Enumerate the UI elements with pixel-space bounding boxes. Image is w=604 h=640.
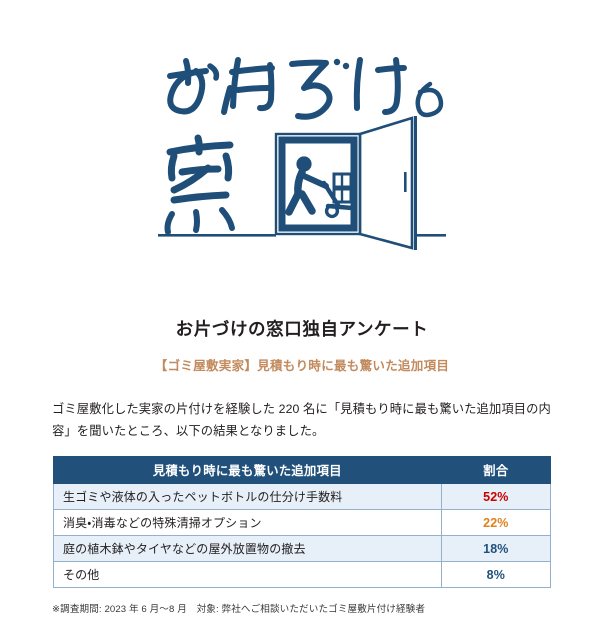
table-row: 庭の植木鉢やタイヤなどの屋外放置物の撤去 18% bbox=[53, 535, 552, 563]
column-header-item: 見積もり時に最も驚いた追加項目 bbox=[53, 456, 442, 485]
open-door-with-mover-icon bbox=[158, 57, 446, 250]
table-row: その他 8% bbox=[53, 561, 552, 589]
survey-table-body: 生ゴミや液体の入ったペットボトルの仕分け手数料 52% 消臭・消毒などの特殊清掃… bbox=[53, 483, 552, 589]
row-item-label: 生ゴミや液体の入ったペットボトルの仕分け手数料 bbox=[53, 483, 442, 511]
row-percentage-value: 18% bbox=[440, 535, 552, 563]
page-title: お片づけの窓口独自アンケート bbox=[175, 319, 429, 339]
table-row: 生ゴミや液体の入ったペットボトルの仕分け手数料 52% bbox=[53, 483, 552, 511]
survey-table-wrapper: 見積もり時に最も驚いた追加項目 割合 生ゴミや液体の入ったペットボトルの仕分け手… bbox=[53, 456, 552, 589]
header-block: お片づけの窓口独自アンケート 【ゴミ屋敷実家】見積もり時に最も驚いた追加項目 bbox=[0, 319, 604, 374]
row-item-label: 庭の植木鉢やタイヤなどの屋外放置物の撤去 bbox=[53, 535, 442, 563]
survey-footnote: ※調査期間: 2023 年 6 月～8 月 対象: 弊社へご相談いただいたゴミ屋… bbox=[52, 604, 426, 616]
lead-paragraph: ゴミ屋敷化した実家の片付けを経験した 220 名に「見積もり時に最も驚いた追加項… bbox=[52, 402, 551, 438]
survey-table: 見積もり時に最も驚いた追加項目 割合 生ゴミや液体の入ったペットボトルの仕分け手… bbox=[53, 456, 552, 589]
table-row: 消臭・消毒などの特殊清掃オプション 22% bbox=[53, 509, 552, 537]
row-item-label: 消臭・消毒などの特殊清掃オプション bbox=[53, 509, 442, 537]
row-percentage-value: 8% bbox=[440, 561, 552, 589]
survey-table-head: 見積もり時に最も驚いた追加項目 割合 bbox=[53, 456, 552, 485]
column-header-percentage: 割合 bbox=[440, 456, 552, 485]
row-percentage-value: 52% bbox=[440, 483, 552, 511]
row-percentage-value: 22% bbox=[440, 509, 552, 537]
brand-logo bbox=[0, 0, 604, 257]
row-item-label: その他 bbox=[53, 561, 442, 589]
table-header-row: 見積もり時に最も驚いた追加項目 割合 bbox=[53, 456, 552, 485]
page-subtitle: 【ゴミ屋敷実家】見積もり時に最も驚いた追加項目 bbox=[154, 359, 450, 373]
